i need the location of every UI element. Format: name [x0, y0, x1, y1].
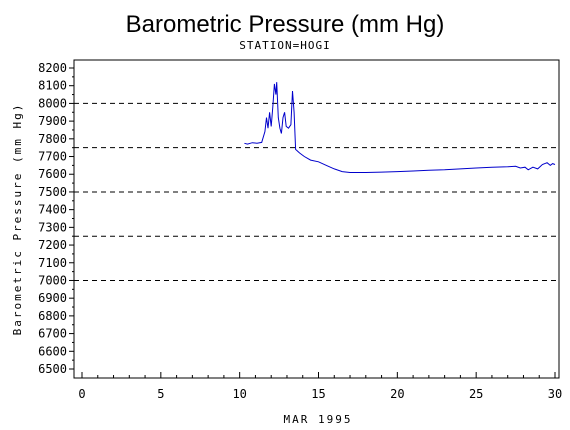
x-axis-label: MAR 1995 — [284, 413, 353, 426]
y-axis-label: Barometric Pressure (mm Hg) — [11, 103, 24, 336]
y-tick-label: 7200 — [38, 238, 67, 252]
y-tick-label: 7300 — [38, 220, 67, 234]
x-tick-label: 10 — [232, 387, 246, 401]
y-tick-label: 7700 — [38, 150, 67, 164]
chart-subtitle: STATION=HOGI — [239, 39, 330, 52]
y-tick-label: 6800 — [38, 309, 67, 323]
series-line — [244, 82, 556, 173]
y-tick-label: 7500 — [38, 185, 67, 199]
y-tick-label: 7600 — [38, 167, 67, 181]
x-tick-label: 20 — [390, 387, 404, 401]
y-tick-label: 7100 — [38, 256, 67, 270]
y-tick-label: 6700 — [38, 327, 67, 341]
plot-frame — [73, 59, 560, 379]
y-tick-label: 7900 — [38, 114, 67, 128]
x-tick-label: 0 — [78, 387, 85, 401]
y-tick-label: 6600 — [38, 344, 67, 358]
y-axis: 6500 6600 6700 6800 6900 7000 7100 7200 7300 7400… — [38, 61, 74, 376]
x-tick-label: 30 — [548, 387, 562, 401]
y-tick-label: 7000 — [38, 273, 67, 287]
reference-lines — [74, 102, 559, 281]
x-tick-label: 15 — [311, 387, 325, 401]
x-axis: 0 5 10 15 20 25 30 — [78, 372, 562, 401]
y-tick-label: 8200 — [38, 61, 67, 75]
chart-title: Barometric Pressure (mm Hg) — [126, 11, 445, 38]
y-tick-label: 6500 — [38, 362, 67, 376]
x-tick-label: 5 — [157, 387, 164, 401]
y-tick-label: 6900 — [38, 291, 67, 305]
y-tick-label: 8100 — [38, 79, 67, 93]
y-tick-label: 8000 — [38, 96, 67, 110]
y-tick-label: 7800 — [38, 132, 67, 146]
series-layer — [244, 82, 556, 173]
x-tick-label: 25 — [469, 387, 483, 401]
y-tick-label: 7400 — [38, 203, 67, 217]
